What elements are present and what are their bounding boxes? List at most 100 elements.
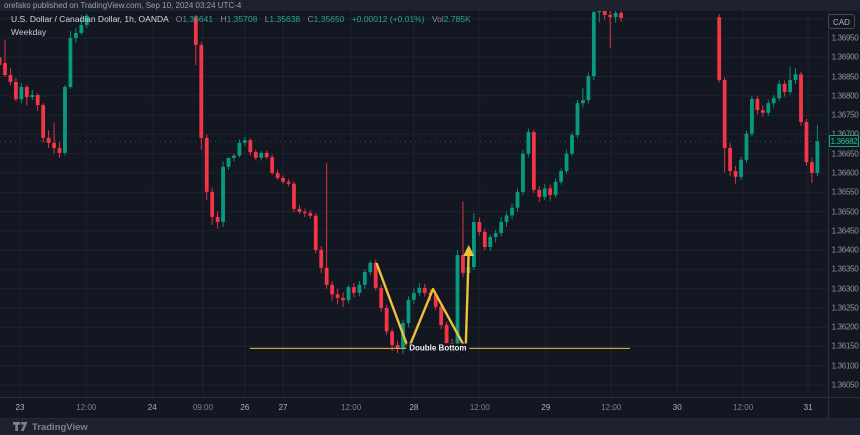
candle[interactable] bbox=[733, 171, 738, 177]
candle[interactable] bbox=[335, 294, 340, 298]
candle[interactable] bbox=[57, 147, 62, 153]
indicator-label[interactable]: Weekday bbox=[11, 27, 47, 37]
candle[interactable] bbox=[3, 63, 7, 76]
candle[interactable] bbox=[788, 80, 792, 92]
candle[interactable] bbox=[531, 132, 536, 190]
candle[interactable] bbox=[782, 83, 787, 92]
candle[interactable] bbox=[553, 181, 558, 195]
candle[interactable] bbox=[717, 17, 722, 81]
candle[interactable] bbox=[204, 137, 209, 192]
candle[interactable] bbox=[537, 189, 542, 197]
candle[interactable] bbox=[521, 153, 525, 192]
candle[interactable] bbox=[308, 213, 313, 216]
candle[interactable] bbox=[739, 159, 743, 177]
candle[interactable] bbox=[357, 284, 362, 293]
candle[interactable] bbox=[444, 324, 449, 344]
candle[interactable] bbox=[602, 9, 607, 15]
candle[interactable] bbox=[302, 211, 307, 214]
candle[interactable] bbox=[488, 236, 493, 247]
candle[interactable] bbox=[30, 95, 35, 97]
candle[interactable] bbox=[8, 75, 13, 82]
candle[interactable] bbox=[564, 153, 569, 172]
price-axis[interactable]: 1.36950 1.36900 1.36850 1.36800 1.36750 1.367… bbox=[828, 10, 860, 418]
candle[interactable] bbox=[373, 262, 378, 288]
candle[interactable] bbox=[439, 306, 444, 325]
candle[interactable] bbox=[608, 14, 613, 18]
candle[interactable] bbox=[619, 12, 623, 18]
candle[interactable] bbox=[477, 221, 482, 232]
candle[interactable] bbox=[215, 216, 220, 222]
candle[interactable] bbox=[542, 188, 547, 197]
candle[interactable] bbox=[199, 44, 204, 138]
candle[interactable] bbox=[406, 299, 411, 323]
candle[interactable] bbox=[471, 221, 476, 268]
candle[interactable] bbox=[777, 83, 782, 99]
candle[interactable] bbox=[771, 98, 776, 104]
candle[interactable] bbox=[510, 207, 514, 216]
candle[interactable] bbox=[755, 98, 760, 111]
candle[interactable] bbox=[575, 103, 580, 136]
candle[interactable] bbox=[253, 152, 258, 158]
candle[interactable] bbox=[455, 255, 460, 347]
candle[interactable] bbox=[461, 255, 465, 273]
candle[interactable] bbox=[79, 24, 84, 33]
candle[interactable] bbox=[570, 135, 574, 154]
candle[interactable] bbox=[804, 122, 809, 163]
candle[interactable] bbox=[493, 233, 498, 237]
candle[interactable] bbox=[346, 287, 351, 301]
candle[interactable] bbox=[341, 297, 345, 301]
candle[interactable] bbox=[319, 250, 324, 268]
candle[interactable] bbox=[330, 284, 335, 295]
candle[interactable] bbox=[526, 132, 531, 154]
double-bottom-zigzag[interactable] bbox=[375, 250, 470, 350]
candle[interactable] bbox=[14, 81, 18, 100]
candle[interactable] bbox=[313, 215, 318, 251]
candle[interactable] bbox=[482, 231, 487, 247]
candle[interactable] bbox=[581, 100, 585, 104]
candle[interactable] bbox=[390, 331, 394, 345]
candle[interactable] bbox=[384, 307, 389, 332]
time-axis[interactable]: 23 12:00 24 09:00 26 27 12:00 28 12:00 29 12:00 30 1… bbox=[0, 397, 860, 418]
candle[interactable] bbox=[264, 152, 269, 158]
candle[interactable] bbox=[766, 103, 771, 113]
candle[interactable] bbox=[760, 110, 765, 113]
candle[interactable] bbox=[270, 157, 275, 173]
candle[interactable] bbox=[597, 9, 602, 13]
pattern-annotation-label[interactable]: Double Bottom bbox=[406, 343, 470, 353]
candle[interactable] bbox=[281, 177, 285, 182]
candle[interactable] bbox=[41, 105, 46, 138]
candle[interactable] bbox=[237, 142, 242, 156]
candle[interactable] bbox=[433, 294, 438, 307]
candle[interactable] bbox=[559, 171, 564, 182]
candle[interactable] bbox=[586, 76, 591, 101]
candle[interactable] bbox=[68, 38, 73, 87]
candle[interactable] bbox=[548, 188, 553, 195]
currency-button[interactable]: CAD bbox=[828, 14, 855, 29]
candle[interactable] bbox=[0, 57, 2, 65]
candle[interactable] bbox=[24, 86, 29, 97]
candle[interactable] bbox=[728, 147, 733, 172]
candle[interactable] bbox=[417, 287, 422, 293]
candle[interactable] bbox=[275, 172, 280, 178]
candle[interactable] bbox=[368, 262, 373, 273]
candle[interactable] bbox=[46, 137, 51, 143]
candle[interactable] bbox=[84, 15, 89, 25]
candle[interactable] bbox=[259, 152, 264, 158]
candle[interactable] bbox=[352, 287, 356, 293]
tradingview-logo-link[interactable]: TradingView bbox=[13, 422, 88, 433]
candle[interactable] bbox=[73, 32, 78, 38]
candle[interactable] bbox=[412, 292, 416, 300]
candle[interactable] bbox=[722, 80, 727, 148]
candle[interactable] bbox=[422, 287, 427, 293]
candle[interactable] bbox=[242, 140, 247, 143]
candle[interactable] bbox=[52, 142, 56, 148]
candle[interactable] bbox=[499, 221, 504, 234]
candle[interactable] bbox=[809, 162, 814, 173]
symbol-title[interactable]: U.S. Dollar / Canadian Dollar, 1h, OANDA bbox=[11, 14, 169, 24]
candle[interactable] bbox=[248, 140, 253, 153]
candle[interactable] bbox=[210, 191, 215, 217]
candle[interactable] bbox=[193, 17, 198, 45]
candle[interactable] bbox=[591, 12, 596, 77]
candle[interactable] bbox=[613, 12, 618, 18]
